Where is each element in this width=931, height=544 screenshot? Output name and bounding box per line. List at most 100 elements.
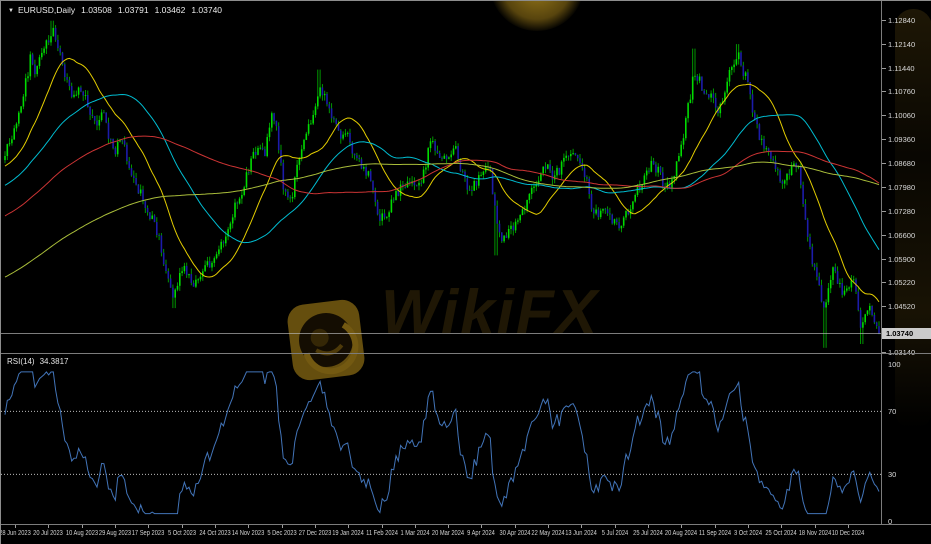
price-axis-label: 1.09360 <box>888 135 916 145</box>
price-axis-separator <box>881 1 882 524</box>
price-axis-label: 1.08680 <box>888 158 916 168</box>
time-axis-tick <box>781 524 783 528</box>
price-axis-label: 1.03140 <box>888 347 916 357</box>
time-axis-label: 17 Sep 2023 <box>131 530 165 537</box>
time-axis-tick <box>114 524 116 528</box>
price-axis-tick <box>882 67 886 69</box>
price-axis-label: 1.07280 <box>888 207 916 217</box>
ohlc-open: 1.03508 <box>81 5 112 15</box>
rsi-axis-label: 100 <box>888 359 901 369</box>
symbol-ohlc-label: ▼ EURUSD,Daily 1.03508 1.03791 1.03462 1.0374… <box>8 5 222 15</box>
time-axis-tick <box>81 524 83 528</box>
price-axis-label: 1.12140 <box>888 39 916 49</box>
price-axis-label: 1.10060 <box>888 111 916 121</box>
time-axis-label: 18 Nov 2024 <box>798 530 831 537</box>
ohlc-close: 1.03740 <box>191 5 223 15</box>
price-axis-label: 1.05900 <box>888 254 916 264</box>
time-axis-label: 11 Feb 2024 <box>365 530 398 537</box>
time-axis-label: 25 Jul 2024 <box>633 530 663 537</box>
ohlc-high: 1.03791 <box>117 5 149 15</box>
symbol-name: EURUSD,Daily <box>17 5 76 15</box>
time-axis-tick <box>448 524 450 528</box>
rsi-indicator-label: RSI(14) 34.3817 <box>7 357 68 366</box>
price-axis-tick <box>882 211 886 213</box>
price-axis-label: 1.05220 <box>888 278 916 288</box>
rsi-name: RSI(14) <box>7 357 35 366</box>
time-axis-label: 20 Aug 2024 <box>665 530 698 537</box>
time-axis-label: 24 Oct 2023 <box>199 530 231 537</box>
time-axis-tick <box>648 524 650 528</box>
time-axis-tick <box>848 524 849 528</box>
rsi-axis-label: 70 <box>888 406 897 416</box>
time-axis-tick <box>281 524 283 528</box>
time-axis-separator <box>1 524 931 525</box>
price-axis-label: 1.07980 <box>888 182 916 192</box>
time-axis-label: 10 Dec 2024 <box>831 530 865 537</box>
time-axis-label: 22 May 2024 <box>531 530 565 537</box>
time-axis-label: 20 Jul 2023 <box>33 530 64 537</box>
time-axis-label: 29 Aug 2023 <box>98 530 132 537</box>
time-axis-tick <box>481 524 483 528</box>
time-axis-label: 25 Oct 2024 <box>765 530 797 537</box>
time-axis-tick <box>614 524 616 528</box>
time-axis-label: 20 Mar 2024 <box>432 530 465 537</box>
time-axis-tick <box>414 524 416 528</box>
time-axis-tick <box>748 524 750 528</box>
time-axis-tick <box>814 524 816 528</box>
time-axis-label: 28 Jun 2023 <box>0 530 31 537</box>
time-axis-label: 9 Apr 2024 <box>467 530 496 537</box>
time-axis-tick <box>15 524 16 528</box>
time-axis-tick <box>181 524 183 528</box>
time-axis-tick <box>248 524 250 528</box>
time-axis-label: 19 Jan 2024 <box>332 530 364 537</box>
price-axis-tick <box>882 282 886 284</box>
price-axis-tick <box>882 306 886 308</box>
rsi-axis-label: 0 <box>888 517 893 526</box>
price-axis-tick <box>882 162 886 164</box>
price-axis-label: 1.06600 <box>888 230 916 240</box>
price-axis-tick <box>882 91 886 93</box>
time-axis-label: 11 Sep 2024 <box>698 530 731 537</box>
time-axis-label: 3 Oct 2024 <box>733 530 763 537</box>
time-axis-tick <box>681 524 683 528</box>
main-chart-canvas[interactable] <box>1 1 881 524</box>
current-price-tag: 1.03740 <box>882 328 931 340</box>
panel-separator[interactable] <box>1 353 931 354</box>
price-axis-label: 1.10760 <box>888 87 916 97</box>
price-axis-tick <box>882 186 886 188</box>
time-axis-label: 5 Jul 2024 <box>601 530 628 537</box>
price-axis-tick <box>882 234 886 236</box>
time-axis-tick <box>581 524 583 528</box>
rsi-value: 34.3817 <box>39 357 69 366</box>
rsi-axis-label: 30 <box>888 469 897 479</box>
time-axis-label: 5 Dec 2023 <box>266 530 297 537</box>
collapse-triangle-icon[interactable]: ▼ <box>8 8 14 14</box>
time-axis-tick <box>48 524 50 528</box>
time-axis-tick <box>148 524 150 528</box>
price-axis-label: 1.12840 <box>888 15 916 25</box>
time-axis-label: 5 Oct 2023 <box>167 530 196 537</box>
time-axis-label: 30 Apr 2024 <box>499 530 531 537</box>
price-axis-label: 1.04520 <box>888 302 916 312</box>
price-axis-tick <box>882 351 886 353</box>
ohlc-low: 1.03462 <box>154 5 186 15</box>
time-axis-tick <box>381 524 383 528</box>
time-axis-tick <box>314 524 316 528</box>
price-axis-tick <box>882 258 886 260</box>
price-axis-tick <box>882 139 886 141</box>
price-axis-label: 1.11440 <box>888 63 915 73</box>
rsi-indicator-canvas[interactable] <box>1 354 881 524</box>
time-axis-tick <box>548 524 550 528</box>
time-axis-tick <box>514 524 516 528</box>
time-axis-label: 10 Aug 2023 <box>65 530 98 537</box>
price-axis-tick <box>882 19 886 21</box>
time-axis-label: 27 Dec 2023 <box>298 530 332 537</box>
time-axis-label: 14 Nov 2023 <box>231 530 265 537</box>
price-axis-tick <box>882 43 886 45</box>
time-axis-tick <box>714 524 716 528</box>
time-axis-label: 1 Mar 2024 <box>400 530 430 537</box>
price-axis-tick <box>882 115 886 117</box>
time-axis-tick <box>214 524 216 528</box>
time-axis-tick <box>348 524 350 528</box>
